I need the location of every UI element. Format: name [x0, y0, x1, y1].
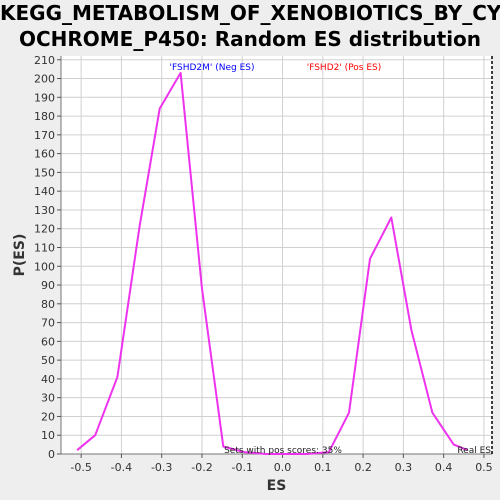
- y-tick-label: 150: [34, 166, 55, 179]
- y-tick-label: 70: [41, 317, 55, 330]
- y-tick-label: 190: [34, 91, 55, 104]
- y-tick-label: 100: [34, 260, 55, 273]
- y-tick-label: 10: [41, 429, 55, 442]
- y-tick-label: 90: [41, 279, 55, 292]
- neg-es-label: 'FSHD2M' (Neg ES): [170, 63, 255, 73]
- pos-es-label: 'FSHD2' (Pos ES): [307, 63, 382, 73]
- x-tick-label: 0.4: [435, 461, 453, 474]
- real-es-label: Real ES: [457, 446, 491, 456]
- x-tick-label: 0.2: [354, 461, 372, 474]
- x-tick-label: -0.4: [111, 461, 132, 474]
- x-tick-label: 0.0: [274, 461, 292, 474]
- sets-pos-scores-label: Sets with pos scores: 35%: [224, 446, 342, 456]
- x-tick-label: -0.2: [191, 461, 212, 474]
- y-axis-label: P(ES): [12, 234, 28, 277]
- x-tick-label: 0.5: [475, 461, 493, 474]
- es-distribution-line: [76, 71, 469, 455]
- y-tick-label: 140: [34, 185, 55, 198]
- x-tick-label: 0.1: [314, 461, 332, 474]
- y-tick-label: 40: [41, 373, 55, 386]
- x-tick-label: 0.3: [395, 461, 413, 474]
- chart-title: KEGG_METABOLISM_OF_XENOBIOTICS_BY_CYT OC…: [0, 0, 500, 52]
- y-tick-label: 130: [34, 204, 55, 217]
- x-tick-label: -0.1: [232, 461, 253, 474]
- y-tick-label: 200: [34, 73, 55, 86]
- title-line-2: OCHROME_P450: Random ES distribution: [18, 27, 482, 51]
- y-tick-label: 60: [41, 335, 55, 348]
- y-tick-label: 20: [41, 410, 55, 423]
- plot-area: [61, 56, 492, 454]
- y-tick-label: 50: [41, 354, 55, 367]
- x-axis-label: ES: [267, 478, 287, 494]
- y-tick-label: 110: [34, 241, 55, 254]
- y-tick-label: 120: [34, 223, 55, 236]
- y-tick-label: 170: [34, 129, 55, 142]
- x-tick-label: -0.5: [70, 461, 91, 474]
- y-axis-ticks: 0 10 20 30 40 50 60 70 80 90 100 110 120 130 140 150 160…: [34, 54, 61, 461]
- y-tick-label: 0: [48, 448, 55, 461]
- y-tick-label: 210: [34, 54, 55, 67]
- grid-lines: [61, 56, 492, 455]
- y-tick-label: 180: [34, 110, 55, 123]
- x-axis-ticks: -0.5 -0.4 -0.3 -0.2 -0.1 0.0 0.1 0.2 0.3 0.4 0.5: [70, 454, 493, 474]
- y-tick-label: 160: [34, 148, 55, 161]
- x-tick-label: -0.3: [151, 461, 172, 474]
- y-tick-label: 30: [41, 392, 55, 405]
- title-line-1: KEGG_METABOLISM_OF_XENOBIOTICS_BY_CYT: [0, 1, 500, 25]
- y-tick-label: 80: [41, 298, 55, 311]
